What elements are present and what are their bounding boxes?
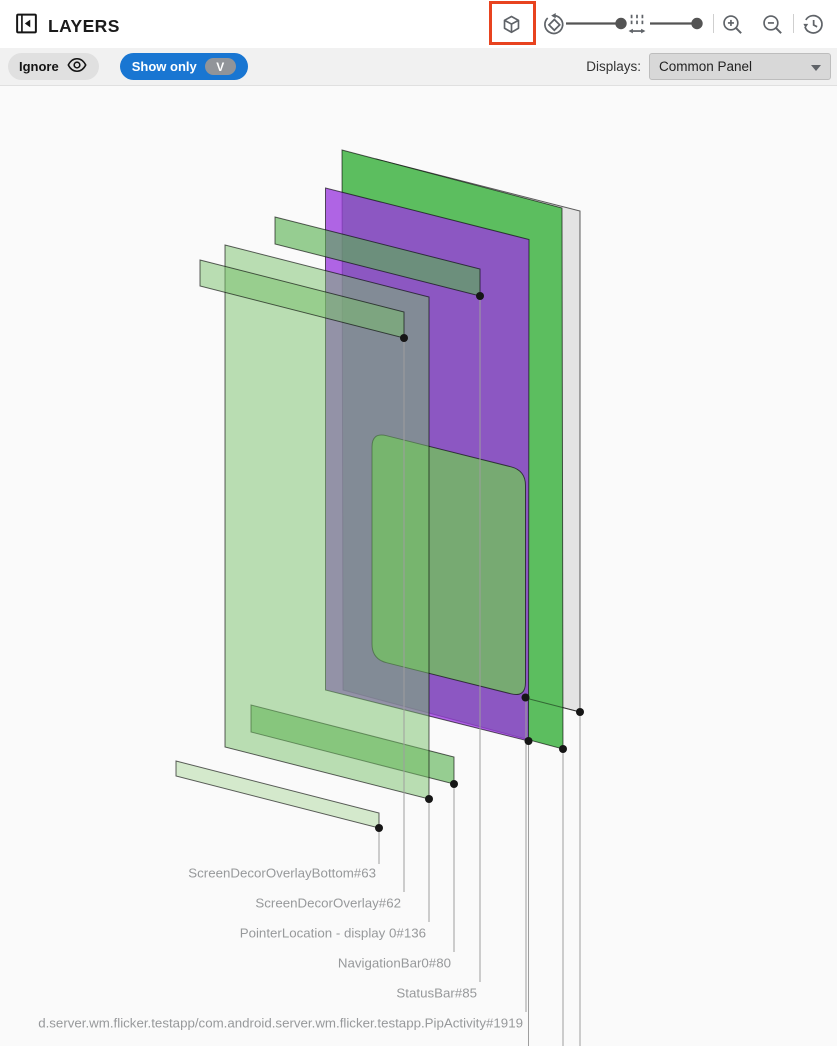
layer-spacing-icon[interactable] [624, 11, 650, 37]
eye-icon [66, 54, 88, 79]
displays-dropdown-value: Common Panel [659, 59, 753, 74]
rotation-slider[interactable] [565, 12, 629, 36]
label-drop-lines [378, 296, 581, 1046]
layer-label-navigation-bar: NavigationBar0#80 [338, 956, 451, 971]
layer-label-pip-activity: d.server.wm.flicker.testapp/com.android.… [38, 1016, 523, 1031]
ignore-chip[interactable]: Ignore [8, 53, 99, 80]
chevron-down-icon [811, 65, 821, 71]
header-bar: LAYERS [0, 0, 837, 48]
layer-label-screen-decor-overlay: ScreenDecorOverlay#62 [255, 896, 401, 911]
ignore-chip-label: Ignore [19, 59, 59, 74]
cube-3d-icon[interactable] [498, 11, 524, 37]
zoom-out-icon[interactable] [759, 11, 785, 37]
toolbar-divider [713, 14, 714, 33]
restore-view-icon[interactable] [800, 11, 826, 37]
show-only-chip-label: Show only [131, 59, 197, 74]
layer-label-screen-decor-overlay-bottom: ScreenDecorOverlayBottom#63 [188, 866, 376, 881]
toolbar-divider [793, 14, 794, 33]
displays-label: Displays: [586, 59, 641, 74]
layer-anchor-dots [375, 292, 584, 832]
page-title: LAYERS [48, 15, 120, 36]
displays-dropdown[interactable]: Common Panel [649, 53, 831, 80]
filter-bar: Ignore Show only V Displays: Common Pane… [0, 48, 837, 86]
layer-label-pointer-location: PointerLocation - display 0#136 [240, 926, 426, 941]
layer-label-status-bar: StatusBar#85 [396, 986, 477, 1001]
spacing-slider[interactable] [649, 12, 707, 36]
show-only-chip[interactable]: Show only V [119, 53, 248, 80]
rotate-3d-icon[interactable] [541, 11, 567, 37]
layers-panel-icon [14, 11, 39, 41]
back-layer-bottom-edge [525, 697, 581, 713]
show-only-flag-badge: V [204, 58, 236, 75]
zoom-in-icon[interactable] [719, 11, 745, 37]
